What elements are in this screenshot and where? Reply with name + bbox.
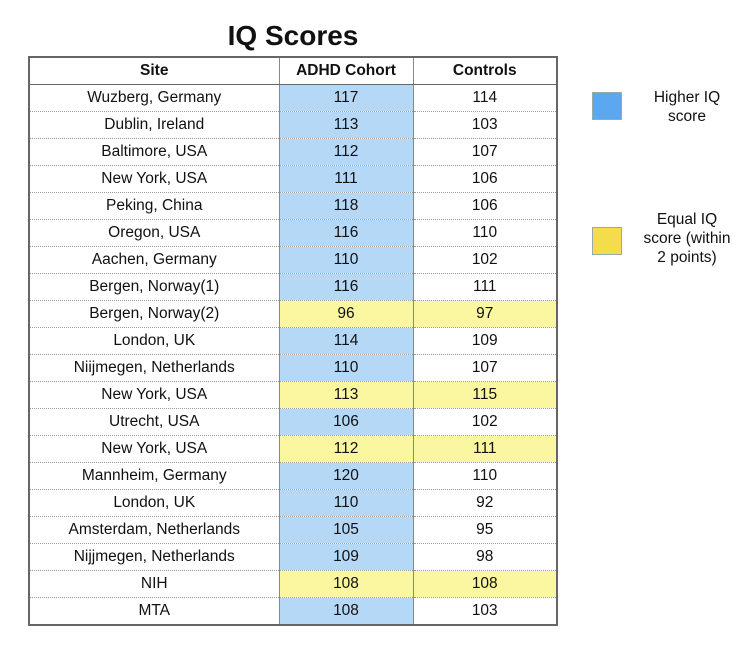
legend-label-equal: Equal IQ score (within 2 points): [643, 211, 731, 266]
table-header-row: Site ADHD Cohort Controls: [28, 57, 558, 85]
legend-swatch-equal: [592, 227, 622, 255]
table-row: New York, USA 112 111: [28, 435, 558, 463]
table-row: MTA 108 103: [28, 597, 558, 626]
site-cell: MTA: [28, 597, 280, 626]
site-cell: London, UK: [28, 327, 280, 355]
controls-cell: 102: [412, 408, 558, 436]
table-row: New York, USA 113 115: [28, 381, 558, 409]
legend-label-higher: Higher IQ score: [653, 89, 721, 125]
adhd-cohort-cell: 116: [278, 273, 414, 301]
adhd-cohort-cell: 110: [278, 489, 414, 517]
controls-cell: 115: [412, 381, 558, 409]
iq-scores-table: Site ADHD Cohort Controls Wuzberg, Germa…: [28, 56, 558, 626]
site-cell: Utrecht, USA: [28, 408, 280, 436]
adhd-cohort-cell: 111: [278, 165, 414, 193]
table-row: Oregon, USA 116 110: [28, 219, 558, 247]
adhd-cohort-cell: 120: [278, 462, 414, 490]
adhd-cohort-cell: 117: [278, 84, 414, 112]
table-row: London, UK 110 92: [28, 489, 558, 517]
site-cell: New York, USA: [28, 435, 280, 463]
adhd-cohort-cell: 110: [278, 246, 414, 274]
table-row: Aachen, Germany 110 102: [28, 246, 558, 274]
column-header-site: Site: [28, 57, 280, 85]
adhd-cohort-cell: 96: [278, 300, 414, 328]
controls-cell: 107: [412, 354, 558, 382]
site-cell: New York, USA: [28, 165, 280, 193]
adhd-cohort-cell: 109: [278, 543, 414, 571]
controls-cell: 111: [412, 435, 558, 463]
table-row: Wuzberg, Germany 117 114: [28, 84, 558, 112]
table-row: NIH 108 108: [28, 570, 558, 598]
site-cell: Dublin, Ireland: [28, 111, 280, 139]
site-cell: New York, USA: [28, 381, 280, 409]
site-cell: Peking, China: [28, 192, 280, 220]
site-cell: Mannheim, Germany: [28, 462, 280, 490]
site-cell: NIH: [28, 570, 280, 598]
table-row: Mannheim, Germany 120 110: [28, 462, 558, 490]
table-row: Utrecht, USA 106 102: [28, 408, 558, 436]
adhd-cohort-cell: 113: [278, 381, 414, 409]
controls-cell: 92: [412, 489, 558, 517]
controls-cell: 108: [412, 570, 558, 598]
table-row: Bergen, Norway(1) 116 111: [28, 273, 558, 301]
controls-cell: 97: [412, 300, 558, 328]
site-cell: Amsterdam, Netherlands: [28, 516, 280, 544]
legend-swatch-higher: [592, 92, 622, 120]
adhd-cohort-cell: 112: [278, 138, 414, 166]
adhd-cohort-cell: 116: [278, 219, 414, 247]
adhd-cohort-cell: 108: [278, 597, 414, 626]
site-cell: Nijjmegen, Netherlands: [28, 543, 280, 571]
controls-cell: 102: [412, 246, 558, 274]
controls-cell: 114: [412, 84, 558, 112]
table-row: Baltimore, USA 112 107: [28, 138, 558, 166]
site-cell: Aachen, Germany: [28, 246, 280, 274]
site-cell: Oregon, USA: [28, 219, 280, 247]
chart-title: IQ Scores: [227, 20, 359, 51]
table-row: Niijmegen, Netherlands 110 107: [28, 354, 558, 382]
table-body: Wuzberg, Germany 117 114 Dublin, Ireland 113…: [28, 84, 558, 626]
adhd-cohort-cell: 105: [278, 516, 414, 544]
table-row: Dublin, Ireland 113 103: [28, 111, 558, 139]
table-row: Amsterdam, Netherlands 105 95: [28, 516, 558, 544]
table-row: Bergen, Norway(2) 96 97: [28, 300, 558, 328]
legend-item-higher: Higher IQ score: [592, 88, 742, 138]
adhd-cohort-cell: 113: [278, 111, 414, 139]
site-cell: Bergen, Norway(1): [28, 273, 280, 301]
column-header-adhd-cohort: ADHD Cohort: [278, 57, 414, 85]
controls-cell: 103: [412, 597, 558, 626]
controls-cell: 110: [412, 462, 558, 490]
site-cell: Wuzberg, Germany: [28, 84, 280, 112]
table-row: Peking, China 118 106: [28, 192, 558, 220]
controls-cell: 110: [412, 219, 558, 247]
controls-cell: 106: [412, 165, 558, 193]
table-row: Nijjmegen, Netherlands 109 98: [28, 543, 558, 571]
controls-cell: 109: [412, 327, 558, 355]
controls-cell: 98: [412, 543, 558, 571]
site-cell: London, UK: [28, 489, 280, 517]
site-cell: Bergen, Norway(2): [28, 300, 280, 328]
table-row: New York, USA 111 106: [28, 165, 558, 193]
site-cell: Baltimore, USA: [28, 138, 280, 166]
adhd-cohort-cell: 118: [278, 192, 414, 220]
adhd-cohort-cell: 108: [278, 570, 414, 598]
controls-cell: 106: [412, 192, 558, 220]
column-header-controls: Controls: [412, 57, 558, 85]
adhd-cohort-cell: 114: [278, 327, 414, 355]
table-row: London, UK 114 109: [28, 327, 558, 355]
controls-cell: 95: [412, 516, 558, 544]
site-cell: Niijmegen, Netherlands: [28, 354, 280, 382]
adhd-cohort-cell: 106: [278, 408, 414, 436]
adhd-cohort-cell: 112: [278, 435, 414, 463]
controls-cell: 107: [412, 138, 558, 166]
adhd-cohort-cell: 110: [278, 354, 414, 382]
legend-item-equal: Equal IQ score (within 2 points): [592, 210, 742, 274]
controls-cell: 111: [412, 273, 558, 301]
controls-cell: 103: [412, 111, 558, 139]
